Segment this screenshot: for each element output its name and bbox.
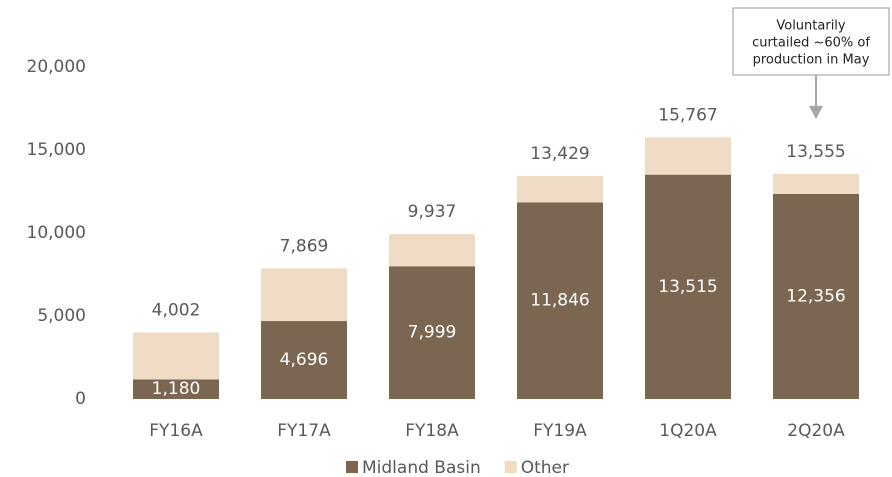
value-label: 1,180 [152, 379, 201, 399]
y-tick-label: 15,000 [27, 140, 86, 160]
bar-segment [133, 332, 219, 380]
legend-label: Midland Basin [362, 458, 481, 477]
total-label: 13,555 [786, 142, 845, 162]
bar-segment [645, 137, 731, 175]
x-tick-label: FY18A [405, 421, 459, 441]
x-tick-label: 1Q20A [659, 421, 717, 441]
x-tick-label: FY19A [533, 421, 587, 441]
annotation-text: Voluntarily [776, 19, 846, 34]
value-label: 11,846 [530, 291, 589, 311]
value-label: 13,515 [658, 277, 717, 297]
legend-swatch [504, 461, 517, 473]
bar-segment [389, 234, 475, 267]
total-label: 15,767 [658, 105, 717, 125]
bar-segment [261, 321, 347, 399]
x-tick-label: FY17A [277, 421, 331, 441]
y-tick-label: 0 [75, 389, 86, 409]
y-tick-label: 10,000 [27, 223, 86, 243]
bar-segment [133, 379, 219, 399]
annotation-text: curtailed ~60% of [752, 36, 870, 51]
legend-label: Other [521, 458, 569, 477]
total-label: 9,937 [408, 202, 457, 222]
legend-swatch [346, 461, 358, 473]
bar-segment [517, 176, 603, 203]
bar-segment [261, 268, 347, 322]
bar-segment [645, 174, 731, 399]
value-label: 12,356 [786, 286, 845, 306]
value-label: 7,999 [408, 323, 457, 343]
bar-segment [773, 193, 859, 399]
total-label: 7,869 [280, 236, 329, 256]
x-tick-label: 2Q20A [787, 421, 845, 441]
annotation-arrowhead [809, 106, 823, 119]
y-tick-label: 20,000 [27, 57, 86, 77]
total-label: 13,429 [530, 144, 589, 164]
annotation-text: production in May [753, 53, 870, 68]
total-label: 4,002 [152, 301, 201, 321]
bar-segment [517, 202, 603, 399]
value-label: 4,696 [280, 350, 329, 370]
bar-segment [773, 173, 859, 194]
bar-segment [389, 266, 475, 399]
annotation-box [732, 7, 890, 76]
y-tick-label: 5,000 [37, 306, 86, 326]
x-tick-label: FY16A [149, 421, 203, 441]
